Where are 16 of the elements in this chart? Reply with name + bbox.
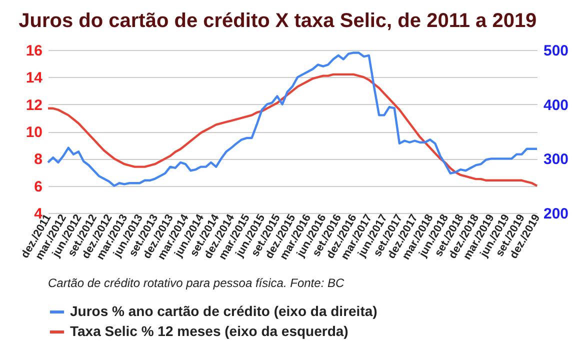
y-tick-label: 10 [26, 124, 42, 141]
y-tick-label: 12 [26, 96, 42, 114]
y2-tick-label: 400 [544, 96, 569, 114]
text: Cartão de crédito rotativo para pessoa física. Fonte: BC [48, 276, 344, 290]
y-tick-label: 8 [34, 151, 42, 168]
y2-tick-label: 500 [544, 42, 569, 60]
y-tick-label: 14 [26, 70, 44, 87]
y2-tick-label: 300 [544, 151, 569, 168]
line-series [46, 73, 538, 187]
line-series [46, 52, 538, 187]
chart-title: Juros do cartão de crédito X taxa Selic, de 2011 a 2019 [18, 10, 537, 32]
legend-label: Juros % ano cartão de crédito (eixo da direita) [70, 303, 378, 319]
legend-label: Taxa Selic % 12 meses (eixo da esquerda) [70, 323, 348, 339]
y-tick-label: 6 [34, 178, 42, 196]
y-tick-label: 16 [26, 42, 42, 60]
y2-tick-label: 200 [544, 206, 569, 222]
